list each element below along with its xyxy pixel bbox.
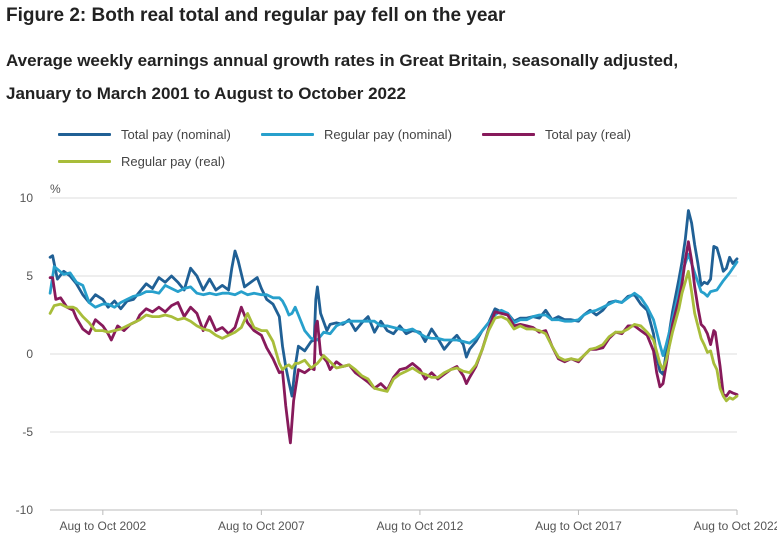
legend-swatch-total-pay-nominal (58, 132, 111, 136)
legend-label-regular-pay-real: Regular pay (real) (121, 153, 226, 169)
legend-item-total-pay-nominal[interactable]: Total pay (nominal) (58, 124, 231, 144)
legend-swatch-regular-pay-nominal (261, 132, 314, 136)
series-line-total-pay-nominal (48, 209, 739, 398)
x-tick-label-aug-to-oct-2002: Aug to Oct 2002 (59, 519, 146, 533)
legend-item-regular-pay-real[interactable]: Regular pay (real) (58, 151, 225, 171)
series-line-regular-pay-nominal (48, 252, 739, 357)
figure-subtitle: Average weekly earnings annual growth ra… (6, 51, 679, 103)
y-tick-label: 0 (26, 347, 33, 361)
y-tick-label: -10 (16, 503, 34, 517)
legend-label-total-pay-real: Total pay (real) (545, 126, 631, 142)
legend-item-total-pay-real[interactable]: Total pay (real) (482, 124, 631, 144)
legend-swatch-regular-pay-real (58, 159, 111, 163)
y-axis-label: % (50, 182, 61, 196)
legend-swatch-total-pay-real (482, 132, 535, 136)
x-tick-label-aug-to-oct-2022: Aug to Oct 2022 (694, 519, 777, 533)
x-tick-label-aug-to-oct-2007: Aug to Oct 2007 (218, 519, 305, 533)
chart-legend: Total pay (nominal) Regular pay (nominal… (58, 122, 758, 174)
figure-title: Figure 2: Both real total and regular pa… (6, 5, 506, 26)
legend-item-regular-pay-nominal[interactable]: Regular pay (nominal) (261, 124, 452, 144)
series-line-regular-pay-real (48, 269, 739, 403)
series-line-total-pay-real (48, 240, 739, 445)
y-tick-label: 10 (20, 191, 34, 205)
y-tick-label: -5 (22, 425, 33, 439)
x-tick-label-aug-to-oct-2017: Aug to Oct 2017 (535, 519, 622, 533)
x-tick-label-aug-to-oct-2012: Aug to Oct 2012 (377, 519, 464, 533)
y-tick-label: 5 (26, 269, 33, 283)
legend-label-regular-pay-nominal: Regular pay (nominal) (324, 126, 452, 142)
legend-label-total-pay-nominal: Total pay (nominal) (121, 126, 231, 142)
